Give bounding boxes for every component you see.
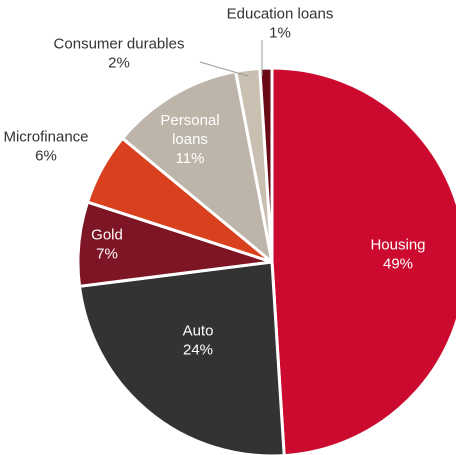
slice-name-microfinance: Microfinance — [3, 129, 88, 146]
slice-value-microfinance: 6% — [35, 148, 57, 165]
slice-name-personal-loans: Personal — [160, 112, 219, 129]
pie-slice-education-loans — [258, 66, 274, 264]
pie-slice-housing — [270, 66, 456, 455]
slice-name-auto: Auto — [183, 323, 214, 340]
slice-name-gold: Gold — [91, 227, 123, 244]
pie-slice-personal-loans — [121, 69, 274, 264]
slice-value-consumer-durables: 2% — [108, 55, 130, 72]
slice-value-auto: 24% — [183, 342, 213, 359]
slice-label-consumer-durables: Consumer durables 2% — [54, 36, 185, 72]
slice-label-personal-loans: Personal loans 11% — [160, 112, 219, 167]
slice-label-housing: Housing 49% — [370, 237, 425, 273]
slice-name-housing: Housing — [370, 237, 425, 254]
leader-line-consumer-durables — [199, 61, 249, 77]
slice-label-gold: Gold 7% — [91, 227, 123, 263]
slice-value-personal-loans: 11% — [176, 150, 205, 167]
slice-value-housing: 49% — [383, 256, 413, 273]
slice-name-consumer-durables: Consumer durables — [54, 36, 185, 53]
slice-value-gold: 7% — [96, 246, 118, 263]
pie-slice-auto — [78, 260, 286, 455]
slice-value-education-loans: 1% — [269, 25, 291, 42]
slice-label-microfinance: Microfinance 6% — [3, 129, 88, 165]
slice-label-auto: Auto 24% — [183, 323, 214, 359]
slice-name-personal-loans: loans — [172, 131, 208, 148]
slice-name-education-loans: Education loans — [227, 6, 334, 23]
slice-label-education-loans: Education loans 1% — [227, 6, 334, 42]
